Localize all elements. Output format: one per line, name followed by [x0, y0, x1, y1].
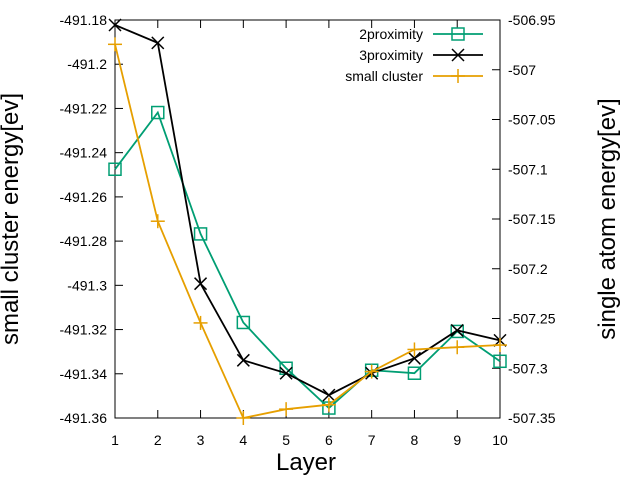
- x-tick-label: 7: [368, 432, 376, 448]
- legend-marker-3proximity: [451, 48, 465, 62]
- data-point-small-cluster: [279, 402, 294, 417]
- x-tick-label: 4: [239, 432, 247, 448]
- data-point-2proximity: [407, 366, 422, 380]
- legend: 2proximity 3proximity small cluster: [345, 26, 483, 84]
- x-tick-label: 10: [492, 432, 508, 448]
- x-tick-label: 3: [197, 432, 205, 448]
- x-axis-title: Layer: [276, 449, 336, 476]
- y2-tick-label: -507.15: [508, 211, 556, 227]
- data-point-2proximity: [236, 315, 251, 330]
- data-point-small-cluster: [493, 338, 507, 353]
- plot-frame: [114, 19, 501, 419]
- data-point-3proximity: [322, 388, 336, 402]
- y2-tick-label: -507.35: [508, 410, 556, 426]
- data-point-small-cluster: [193, 315, 208, 330]
- y2-tick-label: -507.25: [508, 311, 556, 327]
- legend-label-3proximity: 3proximity: [359, 47, 423, 63]
- y-tick-label: -491.26: [60, 189, 108, 205]
- legend-marker-small-cluster: [451, 69, 465, 83]
- data-point-small-cluster: [150, 214, 165, 229]
- y-axis-title: small cluster energy[ev]: [0, 93, 24, 345]
- data-point-small-cluster: [450, 340, 465, 355]
- x-tick-label: 2: [154, 432, 162, 448]
- legend-marker-2proximity: [451, 27, 465, 41]
- data-point-3proximity: [108, 18, 122, 32]
- left-axis-ticks: -491.18 -491.2 -491.22 -491.24 -491.26 -491.2…: [60, 12, 123, 426]
- data-point-small-cluster: [364, 364, 379, 379]
- data-point-small-cluster: [108, 37, 122, 52]
- y-tick-label: -491.22: [60, 100, 108, 116]
- y-tick-label: -491.3: [67, 277, 107, 293]
- y2-axis-title: single atom energy[ev]: [594, 98, 621, 339]
- data-point-2proximity: [493, 354, 507, 369]
- y2-tick-label: -507: [508, 62, 536, 78]
- series-layer: [108, 18, 507, 425]
- y-tick-label: -491.18: [60, 12, 108, 28]
- y-tick-label: -491.34: [60, 366, 108, 382]
- series-line-small-cluster: [114, 44, 501, 420]
- y-tick-label: -491.28: [60, 233, 108, 249]
- data-point-3proximity: [151, 36, 165, 50]
- data-point-2proximity: [108, 162, 122, 176]
- series-line-3proximity: [114, 24, 501, 397]
- data-point-small-cluster: [321, 397, 336, 412]
- y-tick-label: -491.2: [67, 56, 107, 72]
- y2-tick-label: -507.2: [508, 261, 548, 277]
- x-tick-label: 6: [325, 432, 333, 448]
- x-tick-label: 8: [411, 432, 419, 448]
- y-tick-label: -491.32: [60, 322, 108, 338]
- y-tick-label: -491.24: [60, 145, 108, 161]
- y2-tick-label: -507.1: [508, 161, 548, 177]
- x-tick-label: 9: [453, 432, 461, 448]
- y2-tick-label: -507.3: [508, 360, 548, 376]
- y-tick-label: -491.36: [60, 410, 108, 426]
- x-axis-ticks: 1 2 3 4 5 6 7 8 9 10: [111, 20, 508, 448]
- right-axis-ticks: -506.95 -507 -507.05 -507.1 -507.15 -507.2 -50…: [492, 12, 556, 426]
- data-point-2proximity: [193, 227, 208, 241]
- x-tick-label: 1: [111, 432, 119, 448]
- data-point-2proximity: [151, 105, 165, 120]
- legend-label-small-cluster: small cluster: [345, 68, 423, 84]
- data-point-3proximity: [236, 353, 250, 367]
- data-point-3proximity: [279, 366, 293, 380]
- y2-tick-label: -507.05: [508, 112, 556, 128]
- y2-tick-label: -506.95: [508, 12, 556, 28]
- legend-label-2proximity: 2proximity: [359, 26, 423, 42]
- data-point-3proximity: [450, 323, 464, 337]
- data-point-small-cluster: [407, 342, 422, 357]
- series-line-2proximity: [114, 110, 501, 410]
- data-point-small-cluster: [236, 411, 251, 425]
- data-point-3proximity: [407, 351, 421, 365]
- data-point-3proximity: [194, 277, 208, 291]
- x-tick-label: 5: [282, 432, 290, 448]
